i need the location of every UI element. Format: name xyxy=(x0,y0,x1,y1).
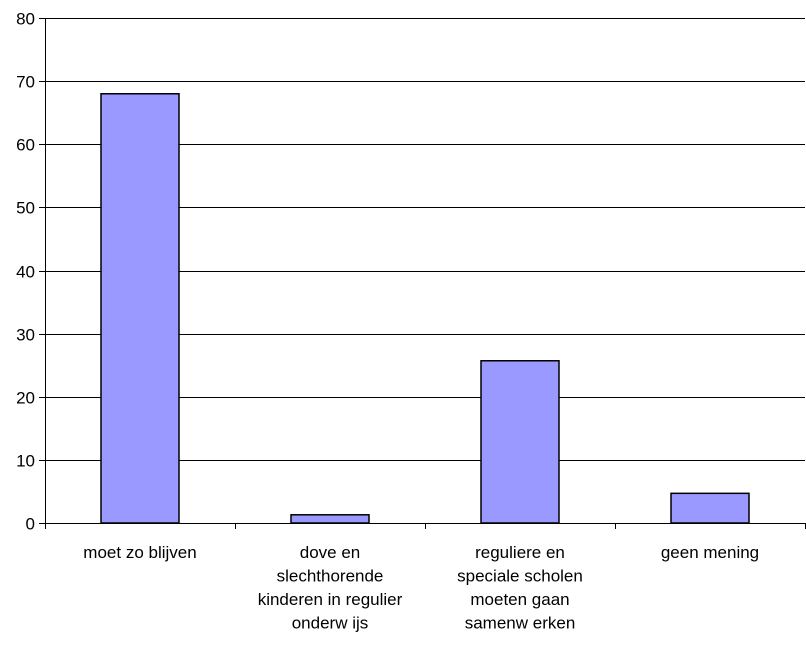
y-tick-label: 50 xyxy=(16,199,35,218)
x-category-label-line: onderw ijs xyxy=(292,614,369,633)
bar xyxy=(670,492,750,524)
y-tick-label: 0 xyxy=(26,515,35,534)
x-category-label-line: samenw erken xyxy=(465,614,576,633)
bars xyxy=(100,93,750,524)
x-category-labels: moet zo blijven dove en slechthorende kinde… xyxy=(83,543,759,633)
x-category-label: geen mening xyxy=(661,543,759,562)
y-tick-label: 60 xyxy=(16,136,35,155)
x-category-label: reguliere en speciale scholen moeten gaan s… xyxy=(457,543,583,633)
x-category-label: moet zo blijven xyxy=(83,543,196,562)
x-category-label-line: moet zo blijven xyxy=(83,543,196,562)
bar xyxy=(290,514,370,524)
x-category-label-line: kinderen in regulier xyxy=(258,590,403,609)
x-category-label-line: slechthorende xyxy=(277,567,384,586)
y-tick-labels: 0 10 20 30 40 50 60 70 80 xyxy=(16,10,35,534)
bar xyxy=(480,360,560,524)
y-tick-label: 80 xyxy=(16,10,35,29)
x-category-label-line: speciale scholen xyxy=(457,567,583,586)
x-category-label-line: reguliere en xyxy=(475,543,565,562)
x-category-label-line: geen mening xyxy=(661,543,759,562)
x-category-label-line: dove en xyxy=(300,543,361,562)
bar xyxy=(100,93,180,524)
y-tick-label: 70 xyxy=(16,73,35,92)
y-tick-label: 40 xyxy=(16,263,35,282)
y-tick-label: 20 xyxy=(16,389,35,408)
y-tick-label: 10 xyxy=(16,452,35,471)
y-tick-label: 30 xyxy=(16,326,35,345)
axes xyxy=(39,18,806,529)
x-category-label: dove en slechthorende kinderen in regulier… xyxy=(258,543,403,633)
x-category-label-line: moeten gaan xyxy=(470,590,569,609)
